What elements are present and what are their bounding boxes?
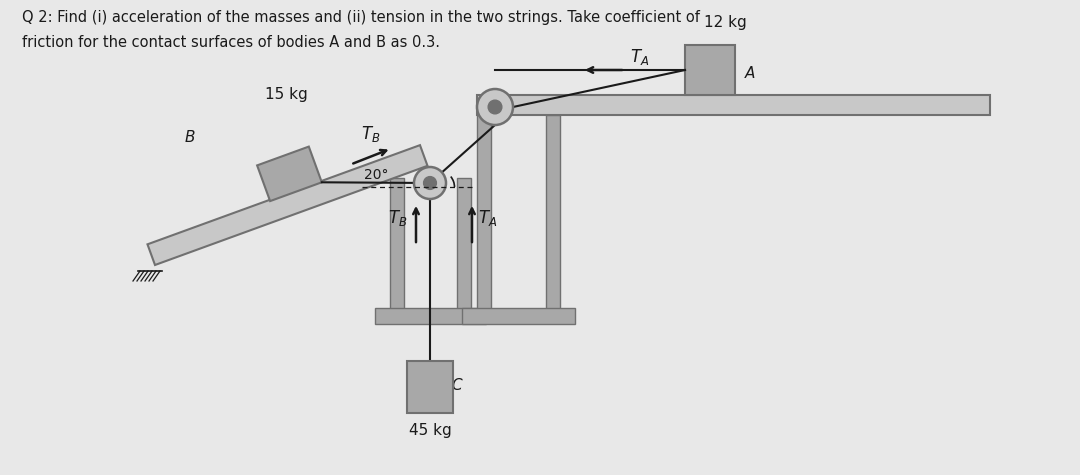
Text: 45 kg: 45 kg [408, 423, 451, 438]
Bar [546, 115, 561, 310]
Text: B: B [185, 130, 195, 144]
Bar [477, 95, 990, 115]
Text: Q 2: Find (i) acceleration of the masses and (ii) tension in the two strings. Ta: Q 2: Find (i) acceleration of the masses… [22, 10, 700, 25]
Text: $T_B$: $T_B$ [388, 208, 407, 228]
Bar [390, 178, 404, 310]
Polygon shape [257, 147, 322, 201]
Bar [457, 178, 471, 310]
Circle shape [423, 177, 436, 190]
Text: $T_A$: $T_A$ [630, 47, 649, 67]
Text: $T_A$: $T_A$ [478, 208, 497, 228]
Bar [462, 308, 575, 324]
Text: 12 kg: 12 kg [704, 15, 746, 30]
Text: 15 kg: 15 kg [265, 87, 308, 102]
Bar [407, 361, 453, 413]
Circle shape [477, 89, 513, 125]
Text: A: A [745, 66, 755, 80]
Text: friction for the contact surfaces of bodies A and B as 0.3.: friction for the contact surfaces of bod… [22, 35, 440, 50]
Bar [477, 115, 491, 310]
Circle shape [414, 167, 446, 199]
Polygon shape [148, 145, 428, 265]
Bar [375, 308, 486, 324]
Text: $T_B$: $T_B$ [361, 124, 380, 144]
Circle shape [488, 100, 502, 114]
Text: C: C [451, 378, 461, 393]
Bar [685, 45, 735, 95]
Text: 20°: 20° [364, 168, 389, 182]
